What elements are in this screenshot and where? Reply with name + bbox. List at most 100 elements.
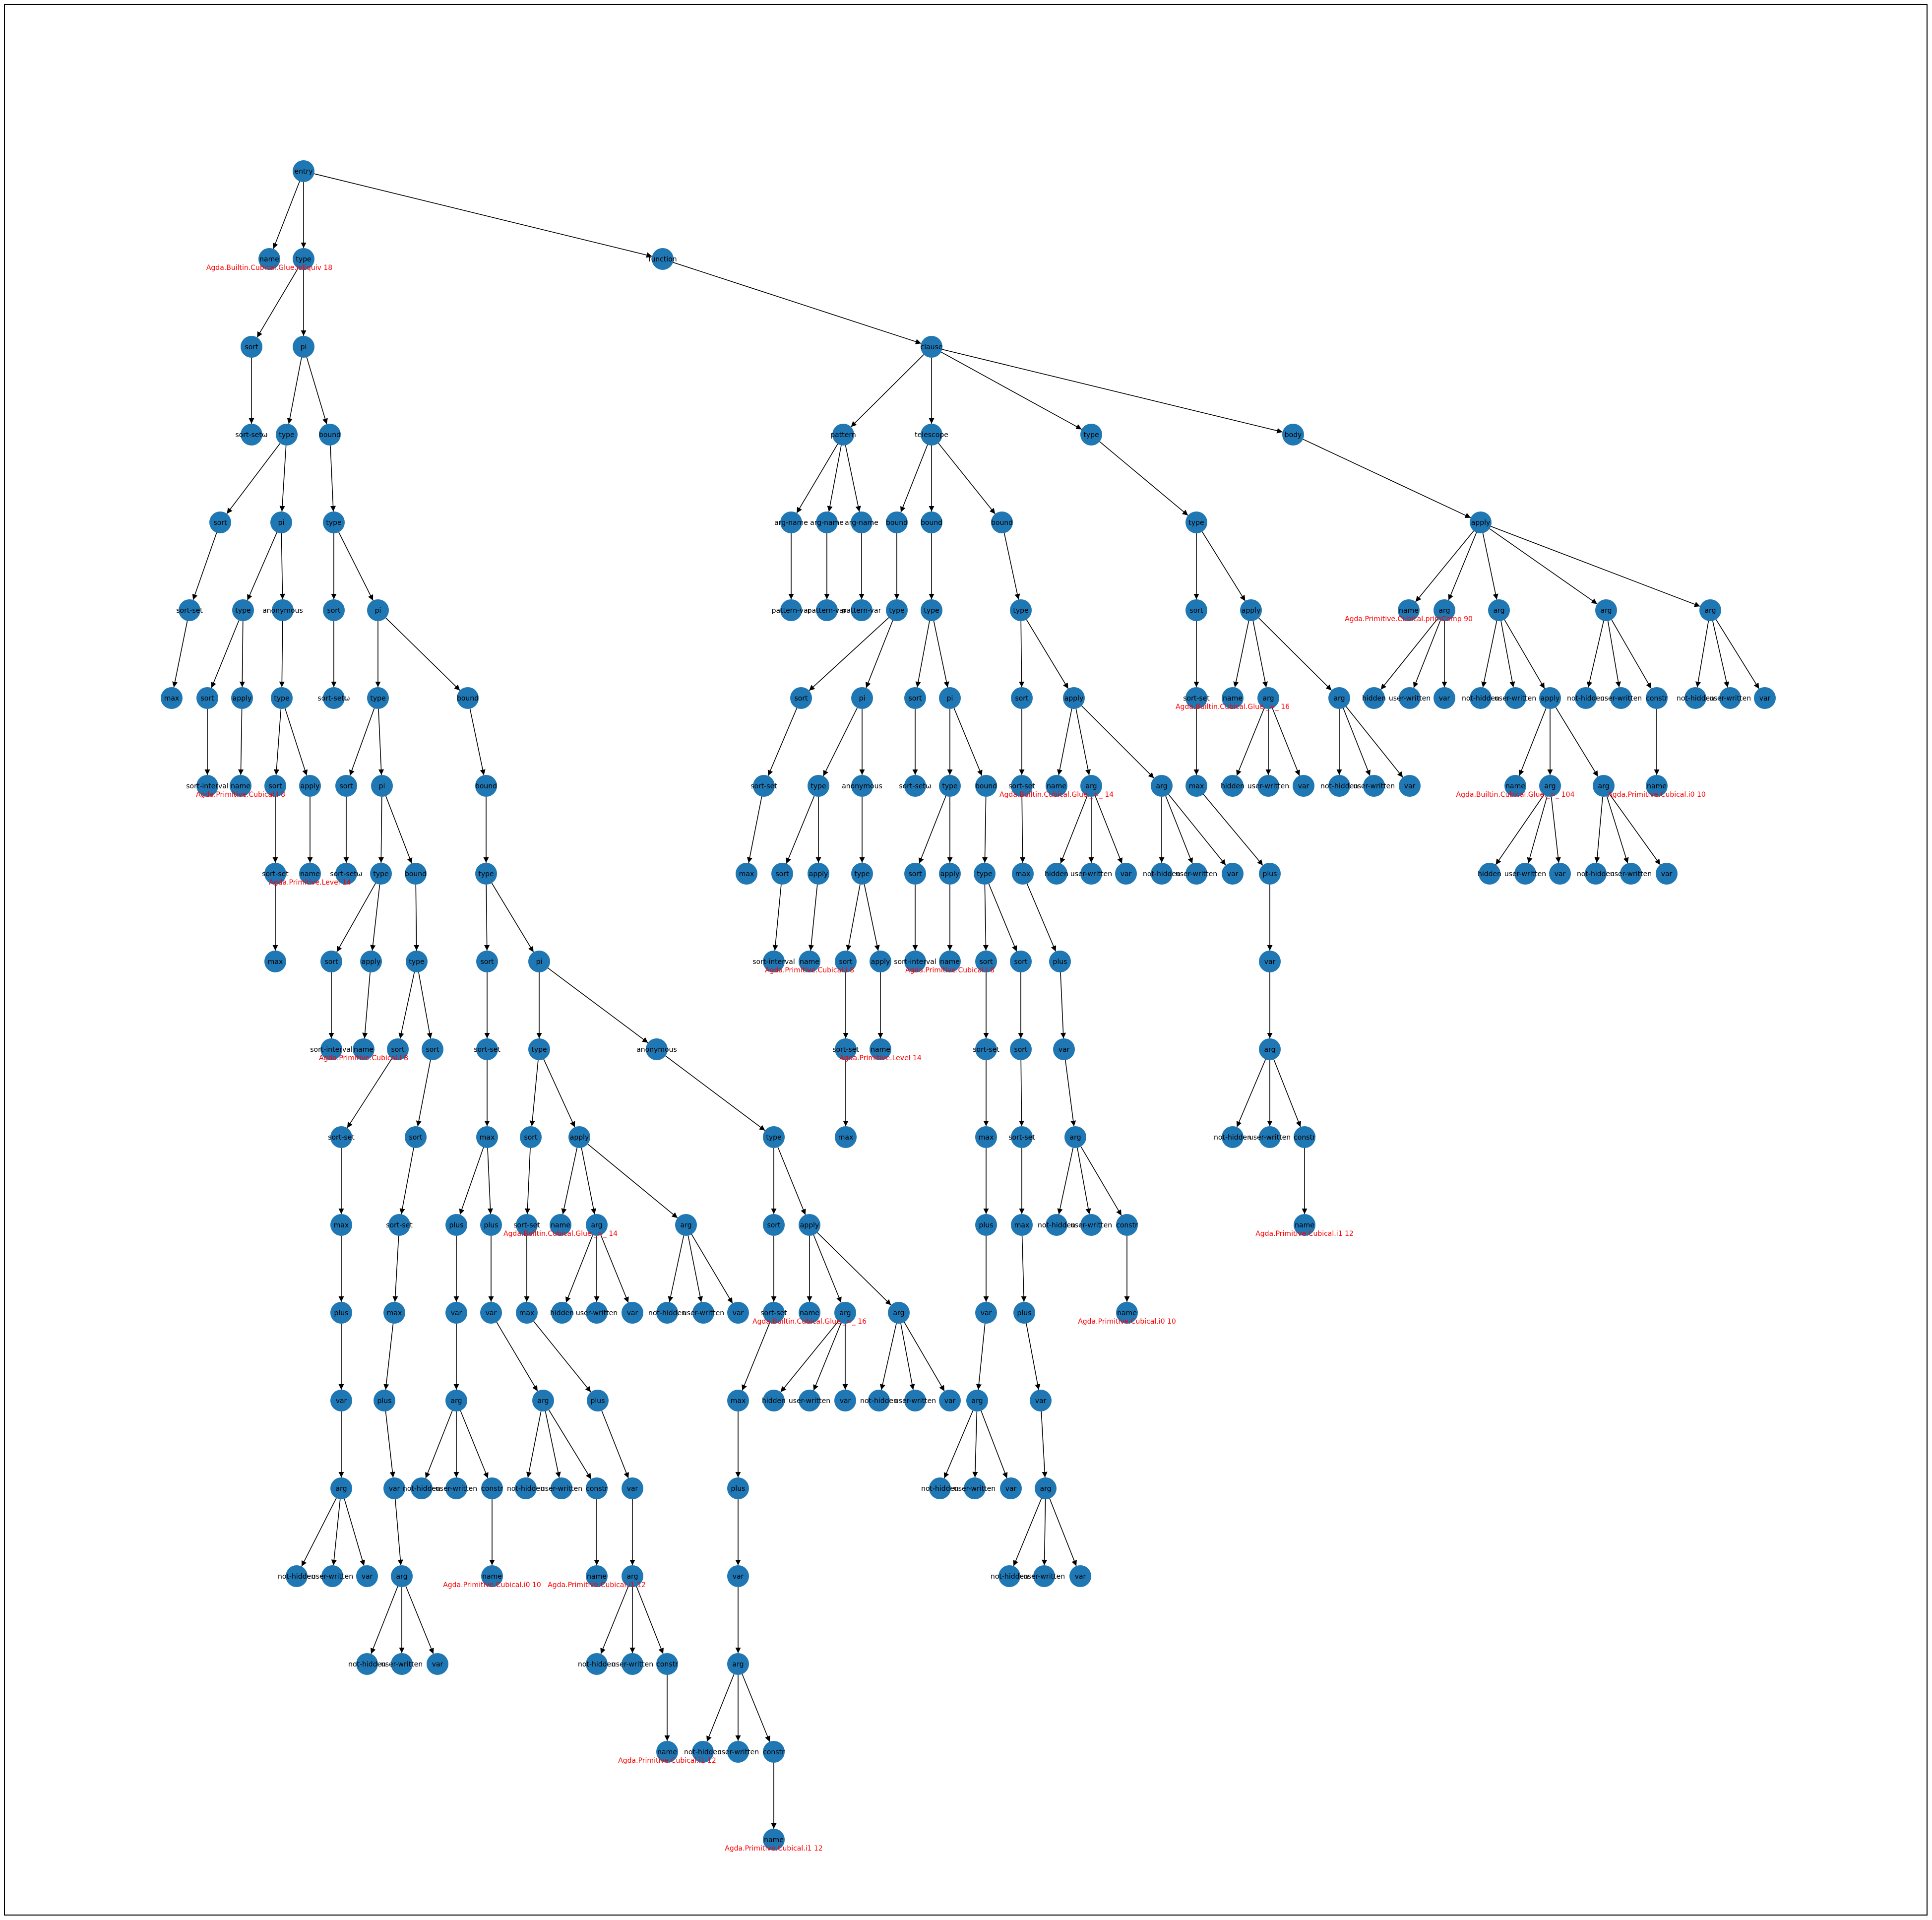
tree-edge [529,1060,539,1127]
tree-edge [1555,707,1599,777]
tree-node-hidden: hidden [762,1390,786,1411]
node-label: hidden [1478,870,1501,878]
tree-edge [1273,1059,1301,1127]
node-circle [727,1565,749,1587]
node-circle [475,775,497,797]
node-label: not-hidden [860,1397,898,1405]
node-circle [1011,1214,1033,1236]
node-circle [771,863,793,885]
tree-edge [1095,796,1122,864]
node-label: not-hidden [1143,870,1181,878]
tree-edge [418,972,433,1039]
tree-node-type: type [808,775,829,797]
node-circle [1080,1214,1102,1236]
tree-node-arg: arg [1433,599,1455,621]
node-sublabel: Agda.Primitive.Cubical.I 8 [196,791,285,799]
node-label: var [1404,782,1416,790]
node-circle [264,863,286,885]
node-circle [367,687,389,709]
tree-node-max: max [975,1126,997,1148]
tree-node-sort-interval: sort-interval [310,1038,353,1060]
tree-edge [1343,708,1371,776]
tree-edge [673,262,922,345]
tree-node-user-written: user-written [1709,687,1751,709]
tree-edge [469,708,486,775]
node-circle [1398,599,1420,621]
node-circle [383,1302,405,1324]
node-label: arg [1156,782,1168,790]
tree-edge [565,1235,593,1303]
tree-edge [1448,532,1477,600]
node-circle [272,599,294,621]
tree-node-type: type [886,599,908,621]
node-circle [1185,512,1207,533]
tree-edge [338,532,374,601]
tree-node-var: var [427,1653,448,1675]
tree-node-max: max [476,1126,498,1148]
node-label: max [164,695,180,703]
node-label: pi [859,695,866,703]
node-sublabel: Agda.Primitive.Cubical.i0 10 [443,1581,541,1589]
tree-node-name: name [1046,775,1067,797]
tree-node-arg: arg [1328,687,1350,709]
node-circle [335,775,357,797]
tree-edge [1272,708,1300,776]
node-circle [1585,863,1607,885]
node-label: type [1188,519,1204,527]
tree-edge [347,1058,392,1128]
node-label: user-written [1023,1573,1065,1581]
node-circle [1294,1126,1315,1148]
node-circle [516,1302,538,1324]
node-label: max [268,958,283,966]
node-label: max [334,1221,349,1229]
node-circle [975,1214,997,1236]
tree-edge [1606,796,1629,864]
node-label: user-written [683,1309,724,1317]
tree-node-constr: constr [1294,1126,1315,1148]
node-label: var [1555,870,1566,878]
node-circle [1257,775,1279,797]
tree-node-sort: sort [209,512,231,533]
tree-edge [548,967,648,1043]
tree-edge [1258,617,1332,691]
tree-node-arg: arg [622,1565,643,1587]
node-label: arg [1334,695,1345,703]
node-label: type [1083,431,1099,439]
node-label: apply [362,958,381,966]
node-label: plus [484,1221,499,1229]
node-label: type [235,607,250,615]
tree-node-apply: apply [299,775,321,797]
tree-node-user-written: user-written [1070,1214,1112,1236]
tree-node-arg: arg [1488,599,1510,621]
tree-node-plus: plus [587,1390,609,1411]
tree-node-name: name [586,1565,608,1587]
node-label: arg-name [845,519,878,527]
tree-node-sort: sort [264,775,286,797]
tree-edge [385,796,413,864]
node-circle [330,1477,352,1499]
tree-edge [1077,1148,1091,1215]
tree-node-user-written: user-written [1504,863,1546,885]
tree-edge [385,1411,395,1478]
tree-edge [460,1410,489,1478]
node-circle [293,248,314,270]
node-circle [939,775,961,797]
node-circle [1080,863,1102,885]
tree-node-sort-set: sort-set [513,1214,540,1236]
tree-node-apply: apply [939,863,961,885]
node-label: var [1264,958,1276,966]
node-label: plus [979,1221,994,1229]
tree-edge [943,1410,974,1479]
tree-node-arg: arg [1257,687,1279,709]
node-circle [476,1126,498,1148]
tree-node-arg-name: arg-name [810,512,844,533]
node-label: pi [947,695,953,703]
node-label: constr [763,1748,785,1756]
node-circle [851,599,873,621]
tree-edge [976,1323,986,1390]
tree-node-max: max [1185,775,1207,797]
tree-node-bound: bound [405,863,427,885]
node-circle [586,1302,608,1324]
node-label: type [1013,607,1028,615]
tree-edge [983,884,989,951]
